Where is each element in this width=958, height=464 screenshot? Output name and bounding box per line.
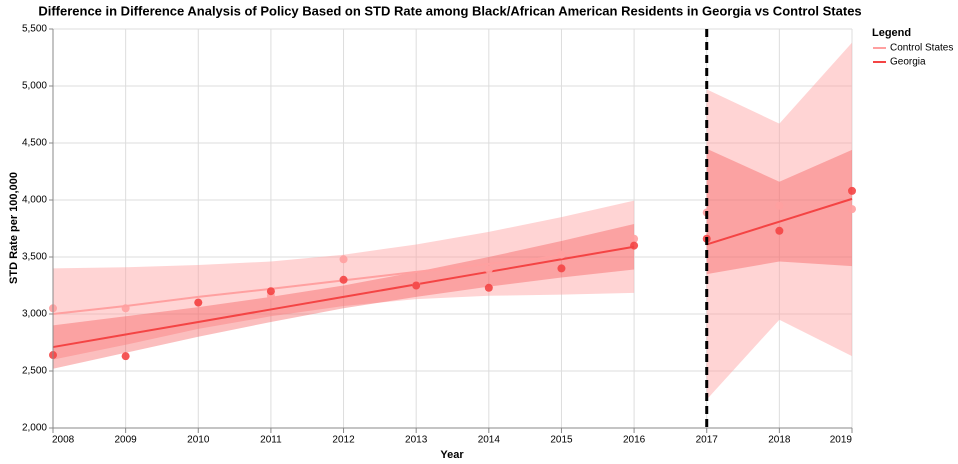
data-point	[775, 226, 784, 235]
data-point	[775, 201, 784, 210]
y-tick-label: 2,500	[22, 366, 47, 377]
x-tick-label: 2012	[332, 435, 355, 446]
data-point	[266, 287, 275, 296]
chart-title: Difference in Difference Analysis of Pol…	[38, 3, 861, 18]
x-tick-label: 2014	[478, 435, 501, 446]
x-tick-label: 2009	[115, 435, 138, 446]
x-tick-label: 2019	[830, 435, 853, 446]
data-point	[339, 255, 348, 264]
data-point	[848, 186, 856, 195]
legend-label: Control States	[890, 43, 953, 54]
data-point	[484, 265, 493, 274]
y-tick-label: 3,500	[22, 252, 47, 263]
data-point	[484, 283, 493, 292]
x-tick-label: 2016	[623, 435, 646, 446]
points	[49, 186, 856, 361]
x-tick-label: 2010	[187, 435, 210, 446]
x-tick-label: 2017	[696, 435, 719, 446]
x-tick-label: 2018	[768, 435, 791, 446]
y-tick-label: 5,000	[22, 81, 47, 92]
y-tick-label: 4,500	[22, 138, 47, 149]
data-point	[557, 250, 566, 259]
data-point	[630, 241, 639, 250]
data-point	[412, 281, 421, 290]
y-tick-label: 2,000	[22, 423, 47, 434]
bands	[53, 42, 852, 400]
confidence-band	[706, 148, 852, 275]
fit-line	[52, 245, 635, 349]
data-point	[848, 205, 856, 214]
fit-line	[706, 197, 853, 246]
y-tick-label: 3,000	[22, 309, 47, 320]
y-axis-title: STD Rate per 100,000	[8, 172, 20, 284]
x-tick-label: 2013	[405, 435, 428, 446]
data-point	[121, 304, 130, 313]
data-point	[630, 234, 639, 243]
legend-title: Legend	[872, 27, 911, 39]
data-point	[194, 298, 203, 307]
x-tick-label: 2015	[550, 435, 573, 446]
y-tick-label: 5,500	[22, 24, 47, 35]
axes: 2,000 2,500 3,000 3,500 4,000 4,500 5,000 5,500…	[22, 24, 853, 446]
x-tick-label: 2011	[260, 435, 282, 446]
data-point	[339, 275, 348, 284]
data-point	[557, 264, 566, 273]
y-tick-label: 4,000	[22, 195, 47, 206]
x-axis-title: Year	[440, 449, 464, 461]
x-tick-label: 2008	[52, 435, 75, 446]
data-point	[121, 352, 130, 361]
legend-label: Georgia	[890, 57, 926, 68]
